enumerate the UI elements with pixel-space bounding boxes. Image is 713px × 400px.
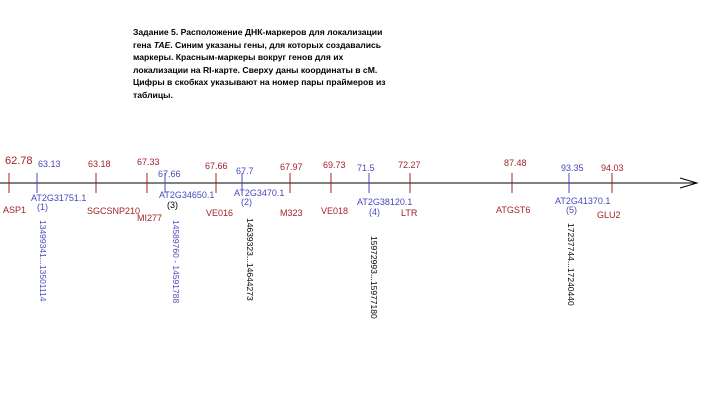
coord-at2g34650: 67.66 xyxy=(158,169,181,179)
caption-part1: Задание 5. Расположение ДНК-маркеров для… xyxy=(133,27,383,50)
pair-5: (5) xyxy=(566,205,577,215)
name-at2g38120: AT2G38120.1 xyxy=(357,197,413,207)
coord-glu2: 94.03 xyxy=(601,163,624,173)
range-2: 14639323...14644273 xyxy=(245,218,255,301)
coord-at2g3470: 67.7 xyxy=(236,166,254,176)
axis-arrow-icon xyxy=(679,177,699,189)
name-sgcsnp210: SGCSNP210 xyxy=(87,206,141,216)
name-ve016: VE016 xyxy=(206,208,234,218)
coord-ltr: 72.27 xyxy=(398,160,421,170)
name-ltr: LTR xyxy=(401,208,418,218)
caption-part2: . Синим указаны гены, для которых создав… xyxy=(133,39,386,100)
pair-1: (1) xyxy=(37,202,48,212)
range-5: 17237744...17240440 xyxy=(566,223,576,306)
pair-2: (2) xyxy=(241,197,252,207)
figure-caption: Задание 5. Расположение ДНК-маркеров для… xyxy=(133,26,398,102)
name-at2g34650: AT2G34650.1 xyxy=(159,190,215,200)
coord-asp1: 62.78 xyxy=(5,155,33,167)
coord-atgst6: 87.48 xyxy=(504,158,527,168)
pair-3: (3) xyxy=(167,200,178,210)
name-ve018: VE018 xyxy=(321,206,349,216)
range-1: 13499341...13501114 xyxy=(38,220,48,302)
name-atgst6: ATGST6 xyxy=(496,205,531,215)
name-glu2: GLU2 xyxy=(597,210,621,220)
coord-ve018: 69.73 xyxy=(323,160,346,170)
pair-4: (4) xyxy=(369,207,380,217)
coord-at2g38120: 71.5 xyxy=(357,163,375,173)
name-m323: M323 xyxy=(280,208,303,218)
coord-at2g41370: 93.35 xyxy=(561,163,584,173)
name-mi277: MI277 xyxy=(137,213,163,223)
coord-m323: 67.97 xyxy=(280,162,303,172)
coord-sgcsnp210: 63.18 xyxy=(88,159,111,169)
name-asp1: ASP1 xyxy=(3,205,27,215)
name-at2g3470: AT2G3470.1 xyxy=(234,188,285,198)
coord-mi277: 67.33 xyxy=(137,157,160,167)
name-at2g41370: AT2G41370.1 xyxy=(555,196,611,206)
caption-gene: TAE xyxy=(153,39,171,50)
coord-ve016: 67.66 xyxy=(205,161,228,171)
coord-at2g31751: 63.13 xyxy=(38,159,61,169)
range-4: 15972993...15977180 xyxy=(369,236,379,319)
name-at2g31751: AT2G31751.1 xyxy=(31,193,87,203)
range-3: 14589760 - 14591788 xyxy=(171,220,181,304)
